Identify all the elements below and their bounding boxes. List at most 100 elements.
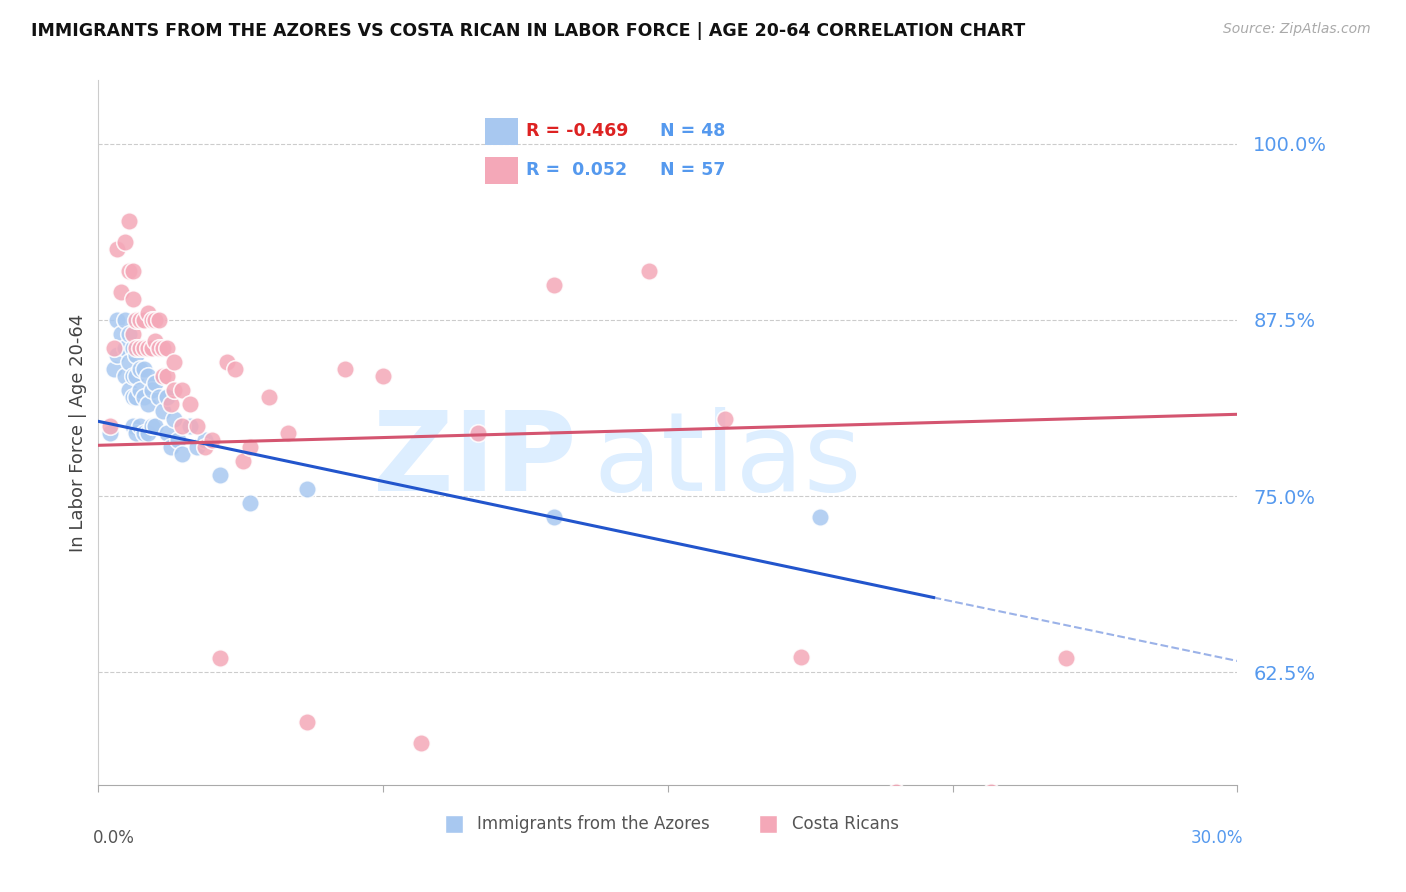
Point	[125, 425, 148, 440]
Point	[194, 440, 217, 454]
Point	[110, 326, 132, 341]
Point	[179, 397, 201, 411]
Point	[186, 440, 208, 454]
Point	[159, 440, 181, 454]
Point	[118, 355, 141, 369]
Point	[129, 418, 152, 433]
Point	[125, 369, 148, 384]
Point	[790, 649, 813, 664]
Point	[297, 482, 319, 496]
Point	[156, 369, 179, 384]
Point	[217, 355, 239, 369]
Text: IMMIGRANTS FROM THE AZORES VS COSTA RICAN IN LABOR FORCE | AGE 20-64 CORRELATION: IMMIGRANTS FROM THE AZORES VS COSTA RICA…	[31, 22, 1025, 40]
Point	[132, 362, 155, 376]
Point	[118, 384, 141, 398]
Text: atlas: atlas	[593, 408, 862, 515]
Point	[110, 285, 132, 299]
Point	[239, 440, 262, 454]
Point	[125, 348, 148, 362]
Point	[125, 391, 148, 405]
Point	[129, 341, 152, 355]
Point	[259, 391, 281, 405]
Point	[411, 736, 433, 750]
Point	[979, 785, 1001, 799]
Point	[156, 341, 179, 355]
Point	[132, 313, 155, 327]
Point	[194, 433, 217, 447]
Point	[167, 433, 190, 447]
Point	[141, 384, 163, 398]
Point	[136, 397, 159, 411]
Point	[103, 362, 125, 376]
Point	[335, 362, 357, 376]
Point	[136, 341, 159, 355]
Point	[141, 313, 163, 327]
Point	[239, 496, 262, 510]
Point	[118, 214, 141, 228]
Point	[156, 391, 179, 405]
Point	[98, 418, 121, 433]
Point	[148, 313, 170, 327]
Point	[638, 263, 661, 277]
Point	[121, 292, 143, 306]
Point	[145, 376, 167, 391]
Text: 30.0%: 30.0%	[1191, 829, 1243, 847]
Point	[224, 362, 246, 376]
Point	[136, 369, 159, 384]
Point	[277, 425, 299, 440]
Point	[121, 263, 143, 277]
Point	[159, 397, 181, 411]
Point	[543, 510, 565, 524]
Point	[297, 714, 319, 729]
Point	[125, 313, 148, 327]
Point	[141, 341, 163, 355]
Point	[98, 425, 121, 440]
Point	[232, 454, 254, 468]
Point	[179, 418, 201, 433]
Point	[170, 447, 193, 461]
Y-axis label: In Labor Force | Age 20-64: In Labor Force | Age 20-64	[69, 313, 87, 552]
Point	[129, 384, 152, 398]
Point	[132, 425, 155, 440]
Point	[114, 313, 136, 327]
Point	[118, 263, 141, 277]
Point	[148, 391, 170, 405]
Point	[136, 425, 159, 440]
Point	[156, 425, 179, 440]
Point	[808, 510, 831, 524]
Text: ZIP: ZIP	[374, 408, 576, 515]
Point	[121, 326, 143, 341]
Point	[145, 334, 167, 348]
Point	[170, 384, 193, 398]
Point	[371, 369, 394, 384]
Point	[141, 418, 163, 433]
Point	[208, 651, 231, 665]
Point	[201, 433, 224, 447]
Point	[118, 326, 141, 341]
Point	[163, 384, 186, 398]
Point	[121, 418, 143, 433]
Point	[163, 355, 186, 369]
Point	[1112, 792, 1135, 806]
Point	[114, 369, 136, 384]
Point	[121, 391, 143, 405]
Point	[129, 313, 152, 327]
Point	[208, 467, 231, 482]
Point	[884, 785, 907, 799]
Point	[145, 418, 167, 433]
Text: 0.0%: 0.0%	[93, 829, 135, 847]
Point	[132, 341, 155, 355]
Point	[186, 418, 208, 433]
Point	[107, 313, 129, 327]
Legend: Immigrants from the Azores, Costa Ricans: Immigrants from the Azores, Costa Ricans	[430, 809, 905, 840]
Point	[103, 341, 125, 355]
Text: Source: ZipAtlas.com: Source: ZipAtlas.com	[1223, 22, 1371, 37]
Point	[148, 341, 170, 355]
Point	[163, 411, 186, 425]
Point	[145, 313, 167, 327]
Point	[114, 235, 136, 250]
Point	[467, 425, 489, 440]
Point	[121, 369, 143, 384]
Point	[107, 243, 129, 257]
Point	[152, 369, 174, 384]
